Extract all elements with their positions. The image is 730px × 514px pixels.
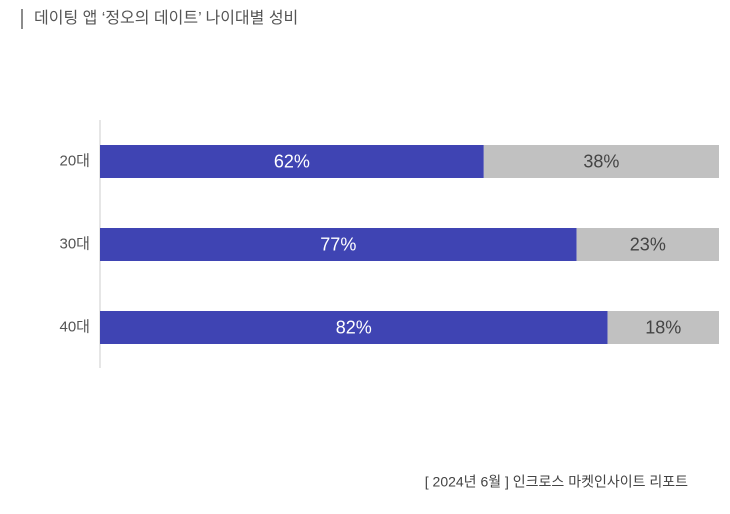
value-label: 77% — [320, 234, 356, 254]
y-tick-label: 20대 — [60, 152, 91, 169]
value-label: 82% — [336, 317, 372, 337]
bar-segment — [100, 145, 484, 178]
value-label: 38% — [583, 151, 619, 171]
chart-title: 데이팅 앱 ‘정오의 데이트’ 나이대별 성비 — [34, 9, 298, 27]
value-label: 62% — [274, 151, 310, 171]
bar-segment — [607, 311, 719, 344]
value-label: 18% — [645, 317, 681, 337]
bar-segment — [483, 145, 719, 178]
bar-segment — [576, 228, 719, 261]
source: [ 2024년 6월 ] 인크로스 마켓인사이트 리포트 — [425, 474, 688, 490]
y-tick-label: 40대 — [60, 318, 91, 335]
bar-segment — [100, 311, 608, 344]
bar-segment — [100, 228, 577, 261]
value-label: 23% — [630, 234, 666, 254]
y-tick-label: 30대 — [60, 235, 91, 252]
